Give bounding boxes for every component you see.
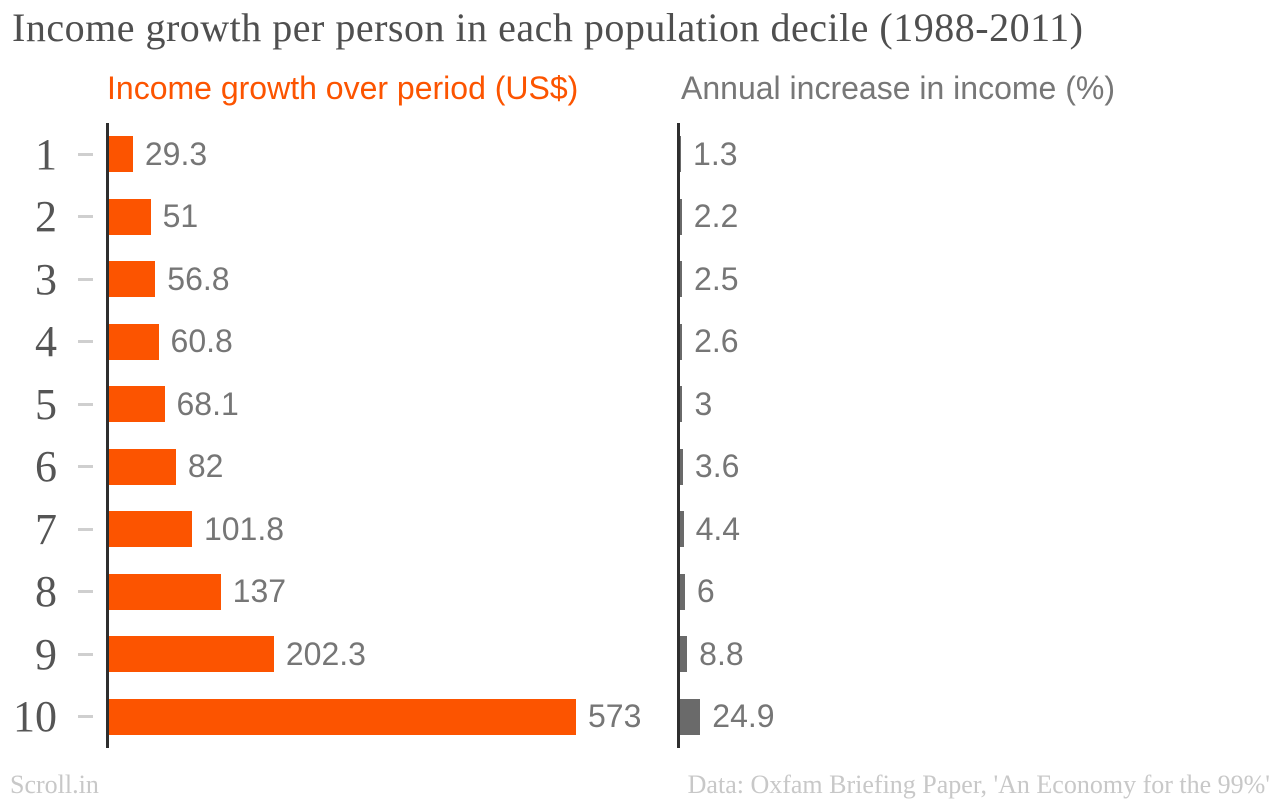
annual-increase-value: 4.4 [695,510,741,547]
annual-increase-bar [680,511,684,548]
income-growth-bar [109,511,192,548]
annual-increase-bar [680,261,683,298]
data-source-attribution: Data: Oxfam Briefing Paper, 'An Economy … [687,770,1270,799]
income-growth-bar [109,136,133,173]
income-growth-bar [109,198,151,235]
annual-increase-value: 6 [696,573,715,610]
left-axis-line [106,123,109,748]
axis-tick [78,152,93,156]
decile-label: 9 [35,629,57,679]
annual-increase-bar [680,573,685,610]
decile-label: 7 [35,504,57,554]
decile-label: 1 [35,129,57,179]
annual-increase-value: 1.3 [693,135,738,172]
income-growth-bar [109,323,159,360]
decile-label: 5 [35,379,57,429]
axis-tick [78,402,93,406]
annual-increase-value: 2.5 [694,260,739,297]
income-growth-value: 56.8 [167,260,230,297]
income-growth-value: 101.8 [203,510,285,547]
annual-increase-value: 3 [694,385,713,422]
income-growth-value: 29.3 [144,135,208,172]
annual-increase-bar [680,323,683,360]
income-growth-value: 202.3 [285,635,366,672]
income-growth-bar [109,261,156,298]
income-growth-value: 137 [232,573,287,610]
income-growth-value: 573 [587,698,642,735]
chart-title: Income growth per person in each populat… [12,5,1084,50]
annual-increase-bar [680,636,688,673]
income-growth-bar [109,573,221,610]
axis-tick [78,590,93,594]
axis-tick [78,340,93,344]
income-growth-bar [109,448,176,485]
axis-tick [78,277,93,281]
income-growth-value: 82 [187,448,224,485]
right-panel-header: Annual increase in income (%) [681,70,1115,106]
decile-label: 3 [35,254,57,304]
annual-increase-bar [680,136,682,173]
axis-tick [78,715,93,719]
annual-increase-value: 8.8 [699,635,744,672]
decile-label: 10 [13,692,57,742]
axis-tick [78,465,93,469]
income-growth-value: 60.8 [170,323,233,360]
annual-increase-bar [680,386,683,423]
annual-increase-value: 3.6 [694,448,740,485]
annual-increase-bar [680,198,682,235]
right-axis-line [677,123,680,748]
decile-label: 4 [35,317,57,367]
annual-increase-value: 2.2 [693,198,739,235]
axis-tick [78,652,93,656]
axis-tick [78,527,93,531]
publisher-attribution: Scroll.in [10,770,99,799]
left-panel-header: Income growth over period (US$) [107,70,579,106]
annual-increase-bar [680,698,701,735]
annual-increase-value: 2.6 [694,323,739,360]
income-growth-bar [109,636,274,673]
decile-label: 8 [35,567,57,617]
axis-tick [78,215,93,219]
income-growth-bar [109,698,576,735]
annual-increase-value: 24.9 [712,698,775,735]
annual-increase-bar [680,448,683,485]
decile-label: 2 [35,192,57,242]
income-growth-bar [109,386,165,423]
decile-label: 6 [35,442,57,492]
income-growth-value: 68.1 [176,385,239,422]
income-growth-value: 51 [162,198,199,235]
